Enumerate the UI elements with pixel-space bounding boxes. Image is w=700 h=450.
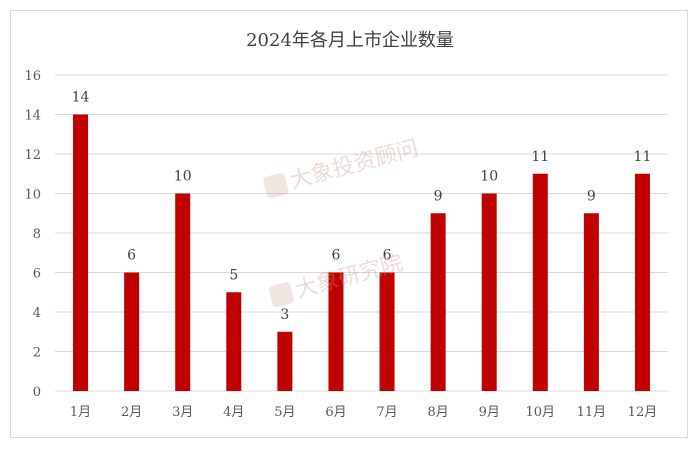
x-tick-label: 9月	[479, 405, 500, 420]
chart-title: 2024年各月上市企业数量	[246, 30, 454, 51]
bar	[379, 272, 395, 391]
data-label: 3	[280, 307, 289, 323]
y-tick-label: 14	[24, 109, 41, 124]
bar	[481, 193, 497, 391]
x-tick-label: 1月	[70, 405, 91, 420]
data-label: 14	[72, 90, 90, 106]
y-tick-label: 2	[33, 346, 41, 361]
bar	[634, 173, 650, 391]
y-tick-label: 10	[24, 188, 41, 203]
y-tick-label: 0	[33, 385, 41, 400]
bar	[430, 213, 446, 391]
x-tick-label: 8月	[427, 405, 448, 420]
data-label: 6	[383, 248, 392, 264]
bar	[73, 114, 89, 391]
x-tick-label: 11月	[577, 405, 607, 420]
data-label: 6	[127, 248, 136, 264]
data-label: 11	[531, 149, 549, 165]
y-tick-label: 6	[33, 267, 41, 282]
data-label: 9	[434, 188, 443, 204]
y-tick-label: 12	[24, 148, 41, 163]
x-tick-label: 2月	[121, 405, 142, 420]
x-tick-label: 4月	[223, 405, 244, 420]
x-tick-label: 3月	[172, 405, 193, 420]
bar	[124, 272, 140, 391]
data-label: 5	[229, 267, 238, 283]
y-tick-label: 16	[24, 69, 41, 84]
data-label: 9	[587, 188, 596, 204]
data-label: 6	[331, 248, 340, 264]
data-label: 11	[634, 149, 652, 165]
x-tick-label: 7月	[376, 405, 397, 420]
bar	[175, 193, 191, 391]
x-tick-label: 12月	[628, 405, 658, 420]
y-tick-label: 8	[33, 227, 41, 242]
data-label: 10	[174, 169, 192, 185]
x-tick-label: 6月	[325, 405, 346, 420]
bar	[532, 173, 548, 391]
watermark-logo-icon	[267, 281, 295, 309]
x-tick-label: 5月	[274, 405, 295, 420]
data-label: 10	[480, 169, 498, 185]
chart-frame	[10, 10, 688, 438]
y-tick-label: 4	[33, 306, 41, 321]
x-tick-label: 10月	[526, 405, 556, 420]
bar	[583, 213, 599, 391]
bar	[277, 331, 293, 391]
bar	[226, 292, 242, 391]
watermark-logo-icon	[262, 172, 290, 200]
bar	[328, 272, 344, 391]
